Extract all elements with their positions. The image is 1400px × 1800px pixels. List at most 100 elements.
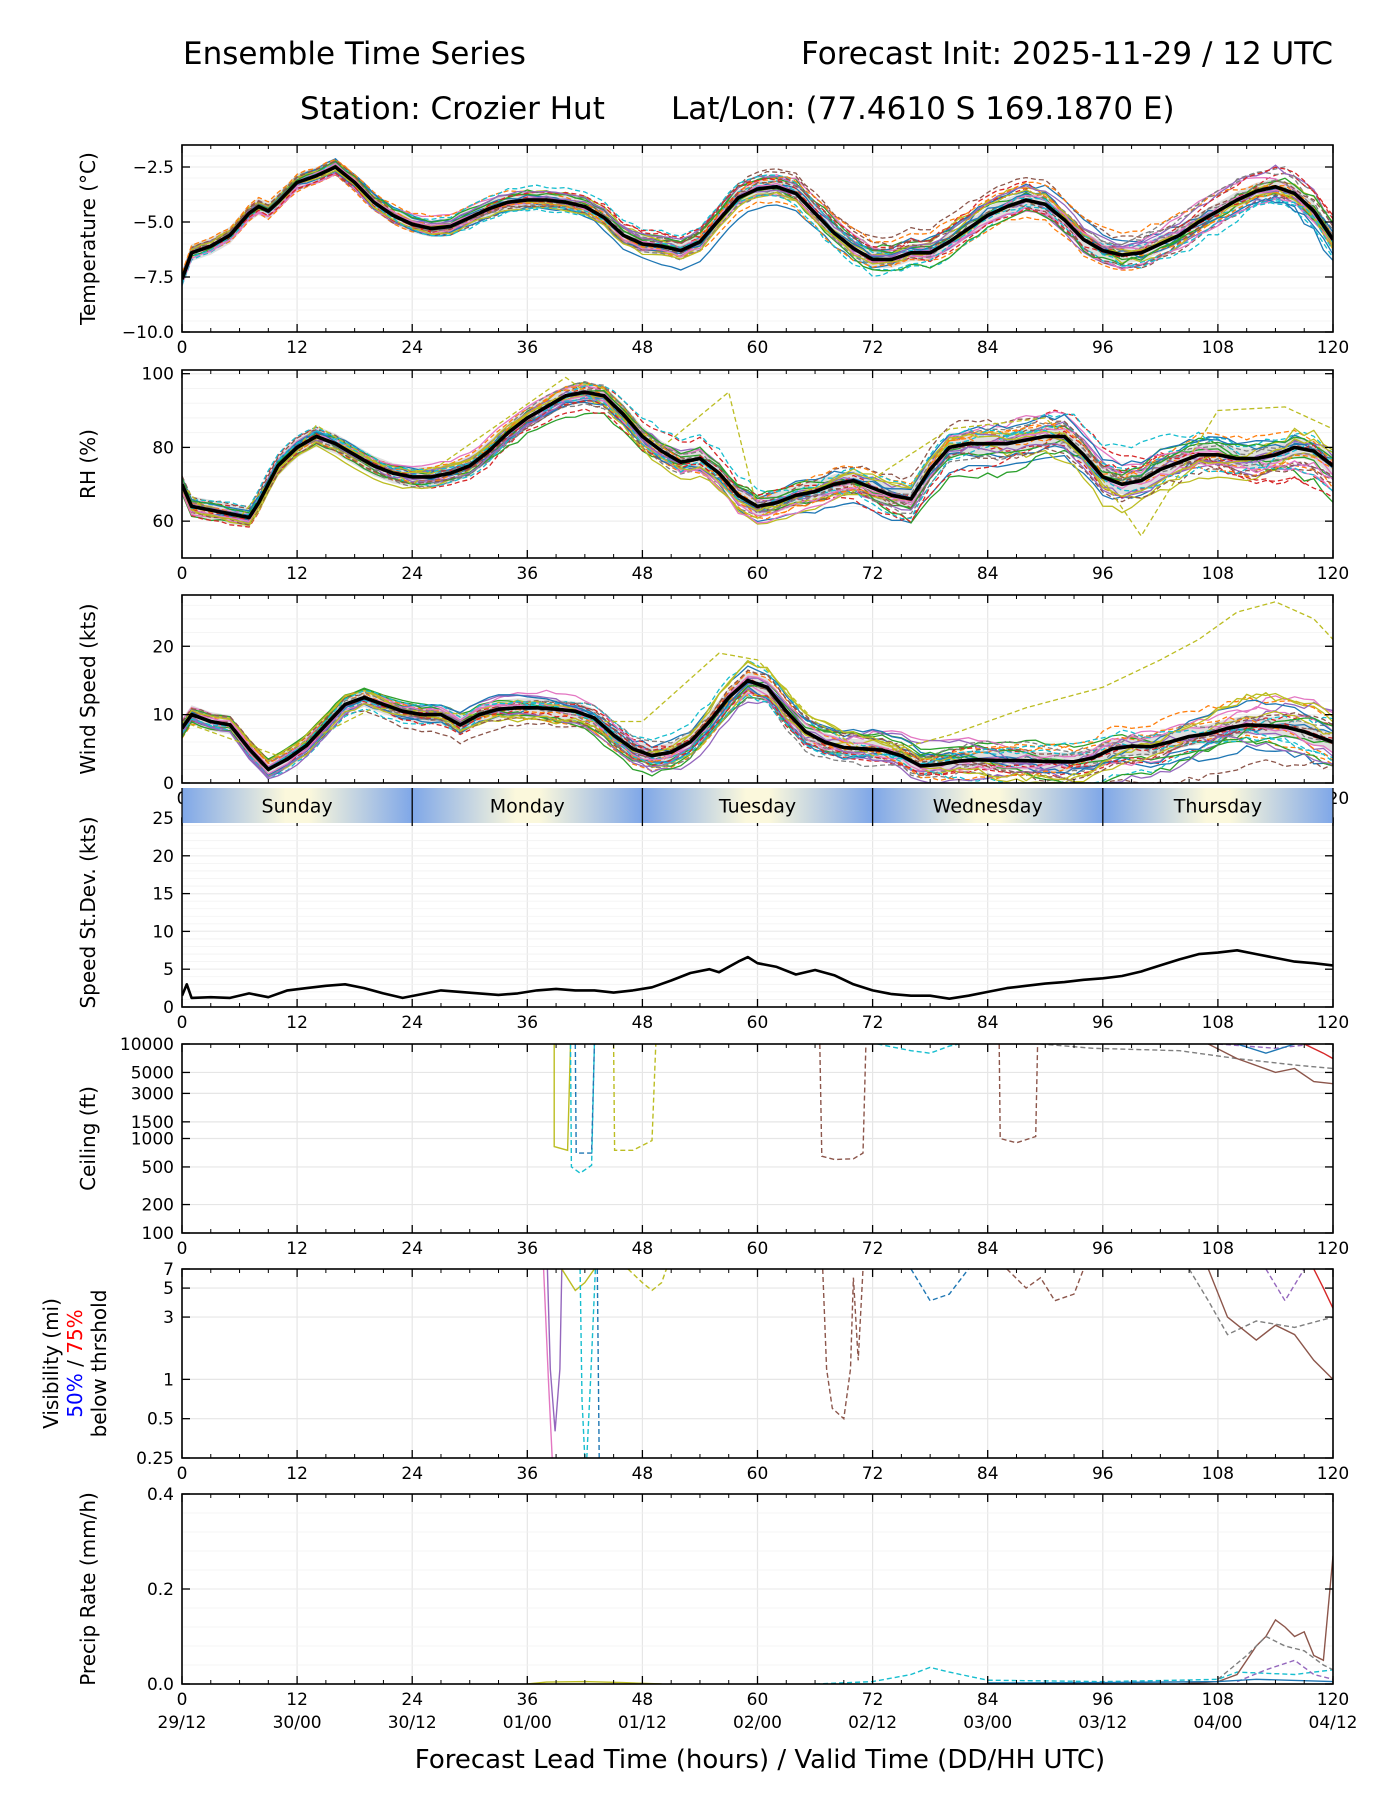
day-segment (182, 788, 413, 823)
panel-speed_stdev: 0 12 24 36 48 60 72 84 96 108 120 0 5 10 15 20 25 Speed S… (76, 809, 1349, 1033)
x-tick-label: 60 (747, 1013, 769, 1033)
x-tick-label: 72 (862, 564, 884, 584)
x-tick-label: 120 (1317, 564, 1349, 584)
series-member-blue (574, 1044, 596, 1154)
y-tick-label: 20 (152, 637, 174, 657)
ensemble-member-line (182, 659, 1333, 782)
x-tick-label: 96 (1092, 1239, 1114, 1259)
y-axis-label: Visibility (mi) (39, 1298, 63, 1429)
series-member-cyan-b (877, 1044, 960, 1054)
x-tick-label: 60 (747, 1464, 769, 1484)
day-segment (412, 788, 643, 823)
x-tick-label: 12 (286, 1464, 308, 1484)
x-tick-label: 24 (401, 564, 423, 584)
valid-time-label: 02/12 (848, 1713, 897, 1733)
series-member-red (1313, 1269, 1333, 1309)
y-axis-label: RH (%) (76, 429, 100, 499)
x-tick-label: 48 (632, 338, 654, 358)
series-member-olive (553, 1044, 572, 1152)
x-tick-label: 84 (977, 1013, 999, 1033)
valid-time-label: 04/00 (1193, 1713, 1242, 1733)
x-tick-label: 48 (632, 564, 654, 584)
series-member-brown-a (822, 1269, 864, 1421)
panel-precip: 0 12 24 36 48 60 72 84 96 108 120 0.0 0.2 0.4 Precip R… (76, 1485, 1358, 1733)
ensemble-member-line (182, 393, 1333, 526)
panel-rh: 0 12 24 36 48 60 72 84 96 108 120 60 80 100 RH (%) (76, 365, 1349, 584)
series-member-brown-a (819, 1044, 867, 1161)
y-tick-label: 7 (163, 1260, 174, 1280)
outlier-member-line (182, 601, 1333, 757)
x-tick-label: 24 (401, 338, 423, 358)
plot-area-ceiling (553, 1044, 1333, 1174)
panel-ceiling: 0 12 24 36 48 60 72 84 96 108 120 100 200 500 10001500… (76, 1035, 1349, 1259)
label-sep: / (63, 1354, 87, 1373)
x-tick-label: 72 (862, 1464, 884, 1484)
y-axis-label: Speed St.Dev. (kts) (76, 816, 100, 1008)
latlon-title: Lat/Lon: (77.4610 S 169.1870 E) (671, 91, 1175, 127)
series-member-brown (1179, 1555, 1333, 1684)
ensemble-member-line (182, 381, 1333, 520)
ensemble-member-line (182, 689, 1333, 769)
y-tick-label: 100 (142, 1224, 174, 1244)
x-tick-label: 12 (286, 338, 308, 358)
y-tick-label: 10 (152, 706, 174, 726)
valid-time-label: 03/12 (1078, 1713, 1127, 1733)
x-tick-label: 72 (862, 1690, 884, 1710)
plot-area-wind_speed (182, 601, 1333, 783)
x-tick-label: 72 (862, 1013, 884, 1033)
y-tick-label: −5.0 (133, 213, 174, 233)
x-tick-label: 108 (1202, 1239, 1234, 1259)
x-tick-label: 120 (1317, 1464, 1349, 1484)
x-tick-label: 24 (401, 1464, 423, 1484)
y-tick-label: 0.4 (147, 1485, 174, 1505)
y-tick-label: 20 (152, 847, 174, 867)
valid-time-label: 30/00 (273, 1713, 322, 1733)
spread-band (182, 671, 1333, 779)
series-member-gray (1217, 1635, 1333, 1680)
y-tick-label: 0 (163, 774, 174, 794)
series-member-brown-b (1006, 1269, 1085, 1302)
ensemble-member-line (182, 659, 1333, 783)
valid-time-label: 30/12 (388, 1713, 437, 1733)
series-member-cyan-b (586, 1269, 597, 1458)
day-label-monday: Monday (490, 796, 565, 818)
ensemble-mean-line (182, 165, 1333, 280)
series-member-purple-b (1265, 1269, 1305, 1303)
x-tick-label: 84 (977, 1464, 999, 1484)
title-left: Ensemble Time Series (183, 36, 526, 72)
stdev-line (182, 949, 1333, 1000)
ensemble-member-line (182, 166, 1333, 279)
y-tick-label: 25 (152, 809, 174, 829)
ensemble-mean-line (182, 678, 1333, 772)
y-tick-label: 0 (163, 998, 174, 1018)
series-member-brown-c (1207, 1269, 1333, 1380)
day-band: Sunday Monday Tuesday Wednesday Thursday (181, 788, 1334, 823)
y-tick-label: −10.0 (122, 323, 174, 343)
ensemble-member-line (182, 159, 1333, 279)
x-tick-label: 0 (177, 338, 188, 358)
plot-area-visibility (542, 1269, 1333, 1458)
x-tick-label: 108 (1202, 1690, 1234, 1710)
y-axis-label: Ceiling (ft) (76, 1086, 100, 1191)
x-tick-label: 120 (1317, 1013, 1349, 1033)
x-tick-label: 108 (1202, 1013, 1234, 1033)
series-member-olive (561, 1269, 595, 1292)
ensemble-member-line (182, 384, 1333, 524)
station-title: Station: Crozier Hut (300, 91, 605, 127)
y-tick-label: 0.2 (147, 1580, 174, 1600)
x-tick-label: 48 (632, 1239, 654, 1259)
panel-visibility: 0 12 24 36 48 60 72 84 96 108 120 0.25 0.5 1 3 57 Visibi… (39, 1260, 1349, 1484)
plot-area-rh (182, 376, 1333, 538)
x-tick-label: 60 (747, 1690, 769, 1710)
x-tick-label: 48 (632, 1690, 654, 1710)
x-tick-label: 12 (286, 1239, 308, 1259)
valid-time-label: 01/12 (618, 1713, 667, 1733)
y-tick-label: 5000 (131, 1063, 174, 1083)
x-tick-label: 24 (401, 1013, 423, 1033)
x-tick-label: 96 (1092, 1690, 1114, 1710)
x-tick-label: 120 (1317, 1690, 1349, 1710)
y-tick-label: −7.5 (133, 268, 174, 288)
y-axis-label: Precip Rate (mm/h) (76, 1492, 100, 1686)
y-tick-label: 15 (152, 885, 174, 905)
